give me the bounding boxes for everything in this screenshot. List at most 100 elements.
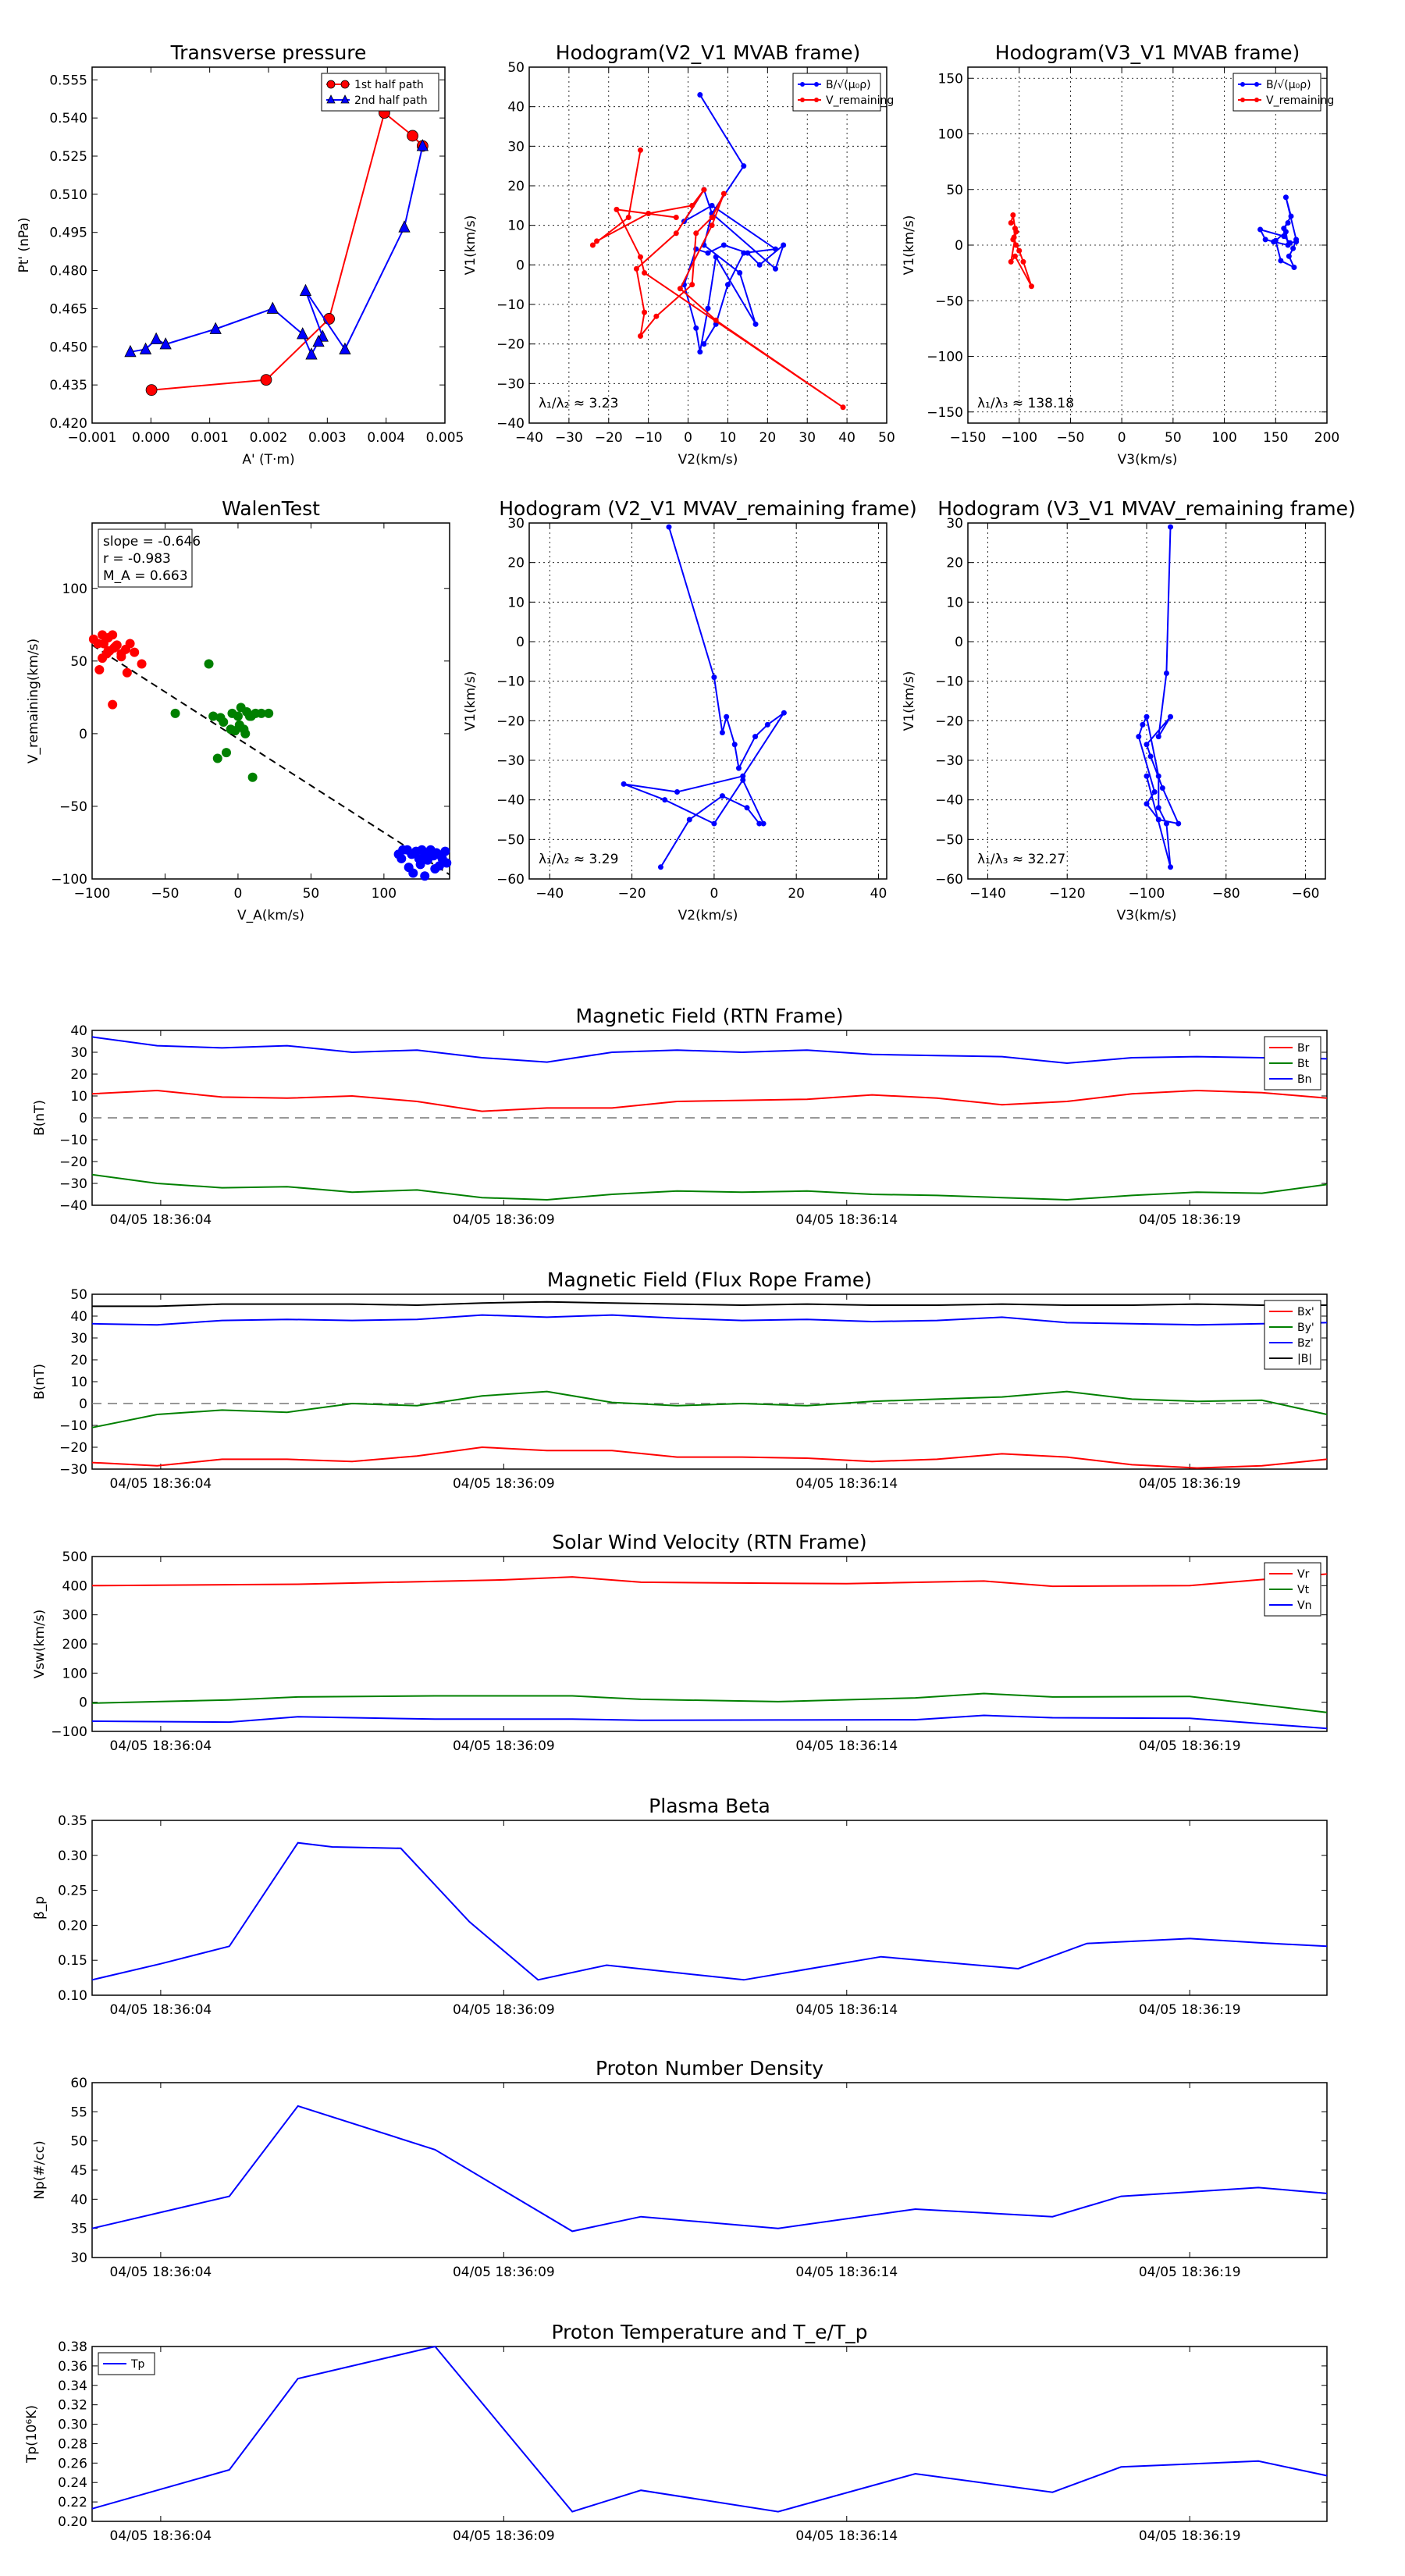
x-tick-label: −50	[151, 886, 180, 902]
data-point	[150, 332, 162, 344]
scatter-point	[247, 772, 258, 782]
plot-frame	[91, 2346, 1328, 2522]
data-point	[1168, 524, 1174, 530]
y-tick-label: −40	[59, 1198, 87, 1214]
data-point	[637, 147, 643, 153]
series-line-Bz'	[91, 1314, 1328, 1326]
x-tick-label: 0.005	[426, 430, 464, 446]
y-tick-label: 0	[516, 258, 525, 273]
ratio-annotation: λ₁/λ₂ ≈ 3.29	[539, 852, 618, 867]
y-tick-label: 0.10	[58, 1988, 87, 2004]
data-point	[1012, 253, 1018, 259]
x-tick-label: 50	[303, 886, 320, 902]
scatter-point	[436, 851, 446, 861]
x-tick-label: 20	[759, 430, 777, 446]
x-tick-label: −10	[635, 430, 663, 446]
x-axis-label: V3(km/s)	[1118, 452, 1178, 468]
x-tick-label: −100	[74, 886, 111, 902]
y-tick-label: 0.450	[49, 340, 87, 355]
legend-label: By'	[1297, 1322, 1314, 1334]
y-tick-label: −30	[59, 1176, 87, 1192]
y-axis-label: B(nT)	[32, 1100, 48, 1136]
x-tick-label: 40	[838, 430, 855, 446]
data-point	[662, 797, 668, 803]
data-point	[1144, 773, 1150, 779]
legend-label: Vt	[1297, 1584, 1310, 1596]
data-point	[646, 210, 652, 216]
legend: B/√(μ₀ρ) V_remaining	[1232, 73, 1334, 112]
x-tick-label: 04/05 18:36:14	[795, 1212, 898, 1228]
data-point	[709, 222, 715, 229]
plot-frame	[967, 522, 1326, 880]
y-tick-label: 150	[938, 71, 963, 87]
data-point	[1257, 226, 1264, 233]
x-tick-label: −100	[1129, 886, 1165, 902]
data-point	[781, 710, 787, 716]
legend-marker	[814, 98, 819, 102]
y-tick-label: 40	[507, 100, 525, 116]
x-tick-label: −40	[535, 886, 564, 902]
data-point	[760, 820, 767, 827]
x-tick-label: 04/05 18:36:09	[453, 2528, 555, 2544]
y-tick-label: −100	[927, 350, 963, 365]
data-point	[159, 337, 172, 350]
x-tick-label: 04/05 18:36:19	[1139, 2528, 1241, 2544]
x-tick-label: 04/05 18:36:09	[453, 1476, 555, 1492]
x-tick-label: 04/05 18:36:09	[453, 2002, 555, 2018]
legend: Vr Vt Vn	[1264, 1562, 1321, 1617]
data-point	[731, 742, 738, 748]
scatter-point	[125, 639, 135, 649]
data-point	[1155, 734, 1161, 740]
legend-frame	[321, 73, 439, 112]
y-axis-label: Vsw(km/s)	[32, 1610, 48, 1679]
x-tick-label: 50	[878, 430, 895, 446]
data-point	[407, 130, 418, 142]
data-point	[709, 215, 715, 221]
y-tick-label: −150	[927, 405, 963, 421]
y-tick-label: 50	[507, 60, 525, 76]
chart-title: Transverse pressure	[170, 41, 367, 64]
y-axis-label: V1(km/s)	[463, 671, 478, 731]
series-line-Bt	[91, 1173, 1328, 1201]
y-tick-label: 60	[70, 2076, 87, 2091]
y-tick-label: 400	[62, 1578, 87, 1594]
y-tick-label: −50	[59, 799, 87, 815]
legend-frame	[792, 73, 881, 112]
legend: Br Bt Bn	[1264, 1036, 1321, 1091]
legend-marker	[1254, 98, 1259, 102]
y-tick-label: 0.420	[49, 416, 87, 432]
y-tick-label: 0.555	[49, 73, 87, 88]
stats-line: r = -0.983	[103, 551, 171, 567]
data-point	[756, 820, 763, 827]
y-tick-label: 10	[946, 595, 963, 610]
data-point	[1286, 253, 1292, 259]
plot-frame	[91, 1820, 1328, 1996]
data-point	[724, 713, 730, 720]
y-tick-label: 10	[507, 595, 525, 610]
data-point	[740, 773, 746, 779]
data-point	[1176, 820, 1182, 827]
scatter-point	[108, 699, 118, 710]
data-point	[1140, 721, 1146, 728]
x-tick-label: 30	[799, 430, 816, 446]
data-point	[735, 765, 742, 771]
data-point	[1288, 213, 1294, 219]
legend: Bx' By' Bz' |B|	[1264, 1300, 1321, 1370]
x-tick-label: 04/05 18:36:14	[795, 2265, 898, 2280]
scatter-point	[442, 858, 452, 868]
data-point	[697, 349, 703, 355]
y-tick-label: 50	[70, 1287, 87, 1303]
data-point	[416, 139, 429, 151]
data-point	[744, 805, 750, 811]
x-tick-label: 40	[870, 886, 887, 902]
legend-label: 2nd half path	[354, 94, 428, 107]
data-point	[1010, 212, 1016, 219]
series-line-Vn	[91, 1714, 1328, 1730]
y-tick-label: 100	[62, 582, 87, 597]
data-point	[1136, 734, 1142, 740]
legend-label: Bz'	[1297, 1337, 1314, 1350]
y-axis-label: β_p	[32, 1896, 48, 1920]
scatter-point	[256, 708, 266, 718]
data-point	[697, 91, 703, 98]
data-point	[657, 864, 663, 870]
